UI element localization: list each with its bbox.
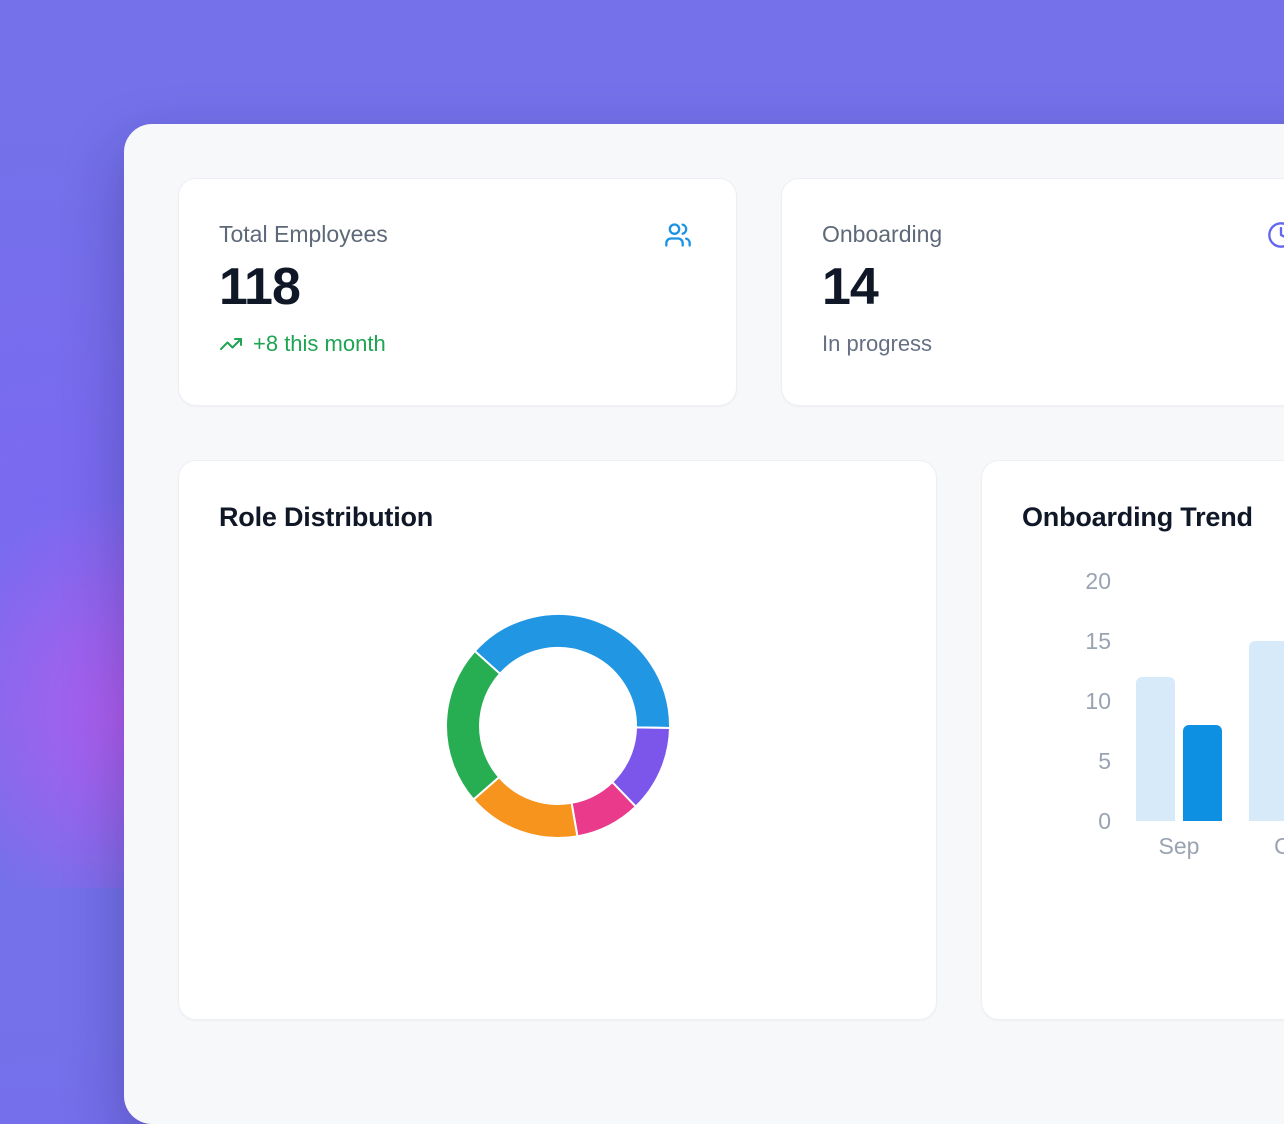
x-axis-label: Sep — [1158, 833, 1200, 859]
bar-chart: 0 5 10 15 20 Sep Oct — [982, 461, 1284, 1019]
stat-card-onboarding: Onboarding 14 In progress — [781, 178, 1284, 406]
clock-icon — [1267, 221, 1284, 249]
donut-segment-green — [445, 649, 502, 801]
stat-card-total-employees: Total Employees 118 +8 this month — [178, 178, 737, 406]
role-distribution-card: Role Distribution — [178, 460, 937, 1020]
stat-value: 118 — [219, 258, 301, 316]
chart-title: Role Distribution — [219, 502, 434, 532]
bar-light-blue-oct — [1249, 641, 1284, 821]
trending-up-icon — [219, 332, 243, 356]
y-axis-tick-label: 10 — [1085, 688, 1111, 714]
stat-label: Onboarding — [822, 221, 943, 247]
x-axis-label: Oct — [1274, 833, 1284, 859]
stat-label: Total Employees — [219, 221, 388, 247]
donut-segment-blue — [473, 613, 671, 729]
y-axis-tick-label: 5 — [1098, 748, 1111, 774]
bar-dark-blue-sep — [1183, 725, 1222, 821]
stat-value: 14 — [822, 258, 879, 316]
stat-subtext: In progress — [822, 331, 933, 356]
chart-title: Onboarding Trend — [1022, 502, 1253, 532]
y-axis-tick-label: 15 — [1085, 628, 1111, 654]
y-axis-tick-label: 20 — [1085, 568, 1111, 594]
y-axis-tick-label: 0 — [1098, 808, 1111, 834]
onboarding-trend-card: Onboarding Trend 0 5 10 15 20 Sep Oct — [981, 460, 1284, 1020]
bar-light-blue-sep — [1136, 677, 1175, 821]
donut-chart — [428, 596, 688, 856]
dashboard-panel: Total Employees 118 +8 this month — [124, 124, 1284, 1124]
stat-trend-text: +8 this month — [253, 331, 386, 356]
users-icon — [664, 221, 692, 249]
